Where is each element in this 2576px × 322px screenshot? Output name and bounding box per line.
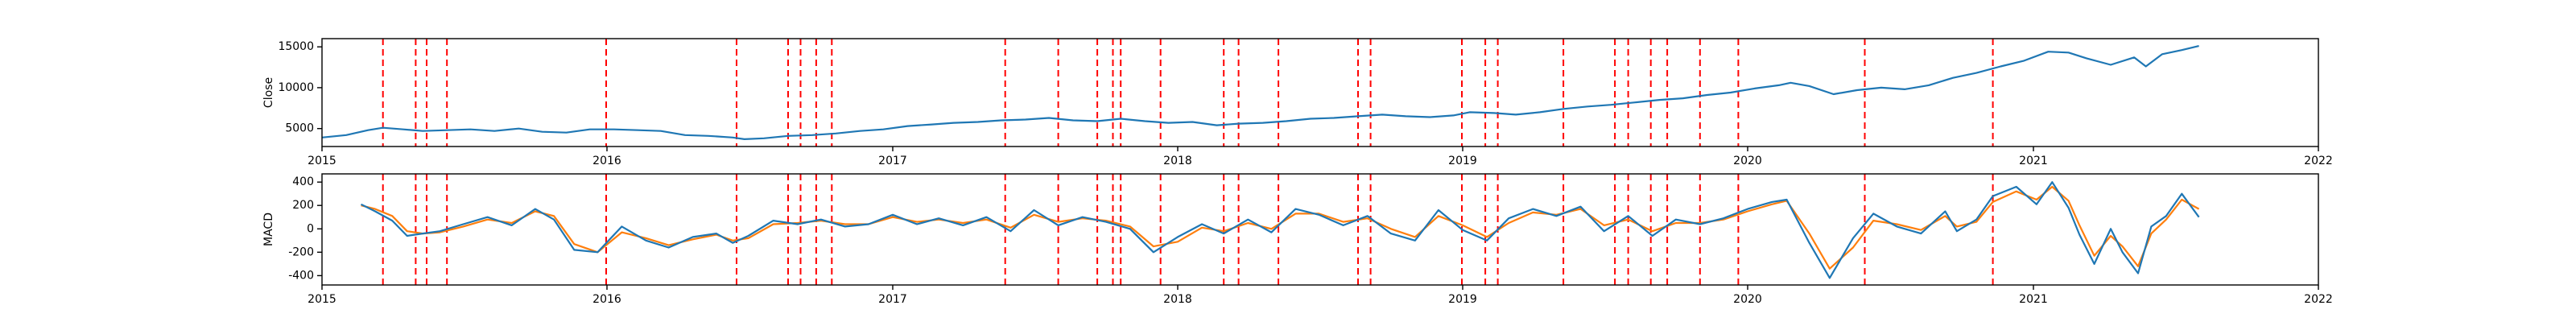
y-tick-label: 10000 xyxy=(278,81,314,94)
y-tick-label: 15000 xyxy=(278,40,314,53)
y-tick-label: 400 xyxy=(292,175,314,188)
macd-panel: -400 -200 0 200 400 2015 2016 2017 2018 2019 2020… xyxy=(262,173,2333,306)
macd-x-ticks: 2015 2016 2017 2018 2019 2020 2021 2022 xyxy=(308,285,2333,306)
x-tick-label: 2022 xyxy=(2304,155,2333,167)
x-tick-label: 2017 xyxy=(878,293,907,306)
y-tick-label: -400 xyxy=(288,269,314,282)
x-tick-label: 2021 xyxy=(2019,155,2048,167)
x-tick-label: 2015 xyxy=(308,293,336,306)
close-event-lines xyxy=(382,39,1994,147)
close-x-ticks: 2015 2016 2017 2018 2019 2020 2021 2022 xyxy=(308,147,2333,167)
macd-y-ticks: -400 -200 0 200 400 xyxy=(288,175,322,282)
x-tick-label: 2020 xyxy=(1733,293,1762,306)
x-tick-label: 2021 xyxy=(2019,293,2048,306)
macd-line xyxy=(361,181,2200,279)
y-tick-label: 0 xyxy=(307,222,314,235)
y-tick-label: 5000 xyxy=(285,122,314,135)
close-y-ticks: 5000 10000 15000 xyxy=(278,40,322,135)
macd-axes-frame xyxy=(321,173,2319,286)
x-tick-label: 2018 xyxy=(1163,155,1192,167)
x-tick-label: 2022 xyxy=(2304,293,2333,306)
y-tick-label: -200 xyxy=(288,246,314,258)
y-tick-label: 200 xyxy=(292,199,314,212)
x-tick-label: 2018 xyxy=(1163,293,1192,306)
close-y-axis-label: Close xyxy=(262,77,275,108)
x-tick-label: 2016 xyxy=(592,293,621,306)
x-tick-label: 2019 xyxy=(1448,155,1477,167)
macd-y-axis-label: MACD xyxy=(262,213,275,246)
x-tick-label: 2015 xyxy=(308,155,336,167)
x-tick-label: 2017 xyxy=(878,155,907,167)
x-tick-label: 2020 xyxy=(1733,155,1762,167)
x-tick-label: 2016 xyxy=(592,155,621,167)
close-axes-frame xyxy=(321,38,2319,147)
close-price-line xyxy=(321,45,2199,140)
x-tick-label: 2019 xyxy=(1448,293,1477,306)
